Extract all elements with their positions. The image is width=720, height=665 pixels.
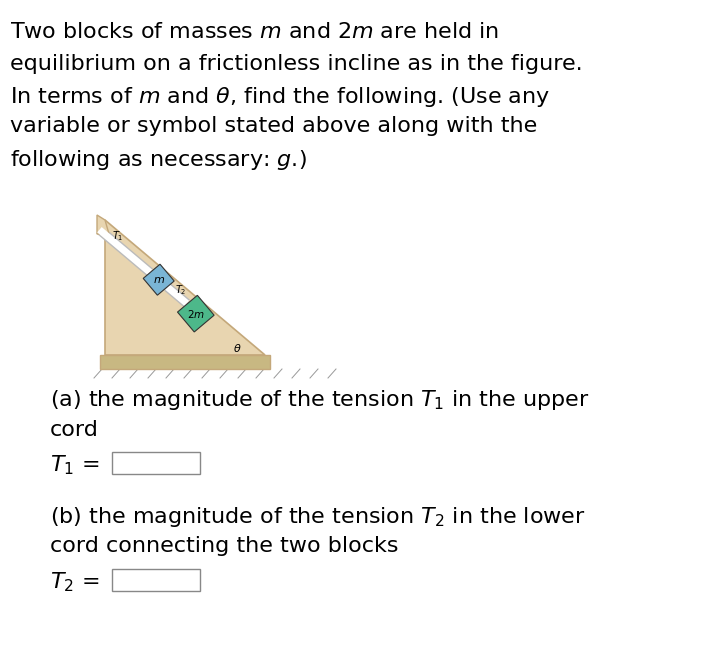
Text: $m$: $m$: [153, 275, 165, 285]
Text: cord connecting the two blocks: cord connecting the two blocks: [50, 537, 398, 557]
Bar: [100, 355, 270, 369]
Text: (b) the magnitude of the tension $T_2$ in the lower: (b) the magnitude of the tension $T_2$ i…: [50, 505, 585, 529]
Text: $T_2$ =: $T_2$ =: [50, 570, 99, 594]
Text: (a) the magnitude of the tension $T_1$ in the upper: (a) the magnitude of the tension $T_1$ i…: [50, 388, 590, 412]
Bar: [112, 569, 200, 591]
Text: $T_1$: $T_1$: [112, 229, 124, 243]
Text: $\theta$: $\theta$: [233, 342, 241, 354]
Polygon shape: [178, 295, 214, 332]
Text: In terms of $m$ and $\theta$, find the following. (Use any: In terms of $m$ and $\theta$, find the f…: [10, 85, 550, 109]
Polygon shape: [97, 215, 109, 234]
Text: $2m$: $2m$: [187, 308, 204, 320]
Polygon shape: [143, 264, 174, 295]
Polygon shape: [105, 220, 265, 355]
Text: equilibrium on a frictionless incline as in the figure.: equilibrium on a frictionless incline as…: [10, 53, 582, 74]
Bar: [112, 452, 200, 474]
Text: $T_1$ =: $T_1$ =: [50, 453, 99, 477]
Text: $T_2$: $T_2$: [175, 283, 186, 297]
Text: following as necessary: $g$.): following as necessary: $g$.): [10, 148, 307, 172]
Text: cord: cord: [50, 420, 99, 440]
Text: variable or symbol stated above along with the: variable or symbol stated above along wi…: [10, 116, 537, 136]
Text: Two blocks of masses $m$ and $2m$ are held in: Two blocks of masses $m$ and $2m$ are he…: [10, 22, 499, 42]
